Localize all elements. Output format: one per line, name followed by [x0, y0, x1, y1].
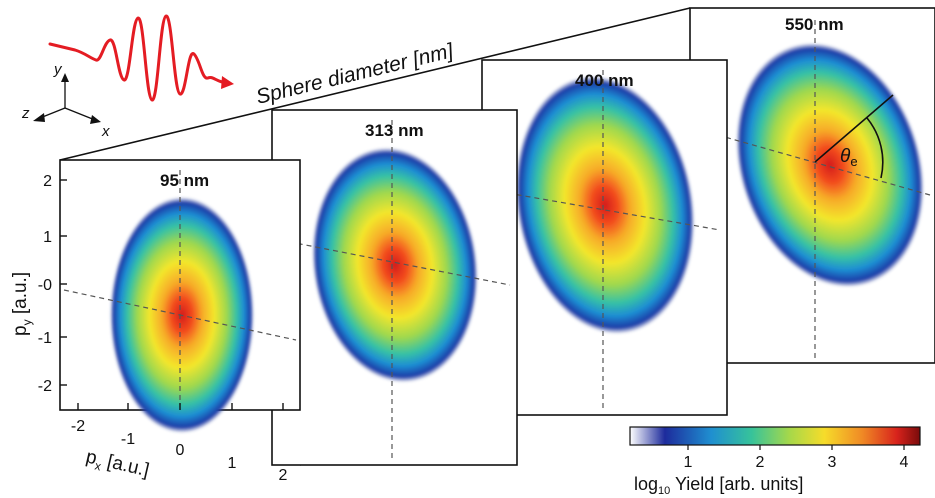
panel-313nm: [271, 109, 518, 466]
colorbar-gradient: [629, 426, 921, 446]
panel-label-95nm: 95 nm: [160, 171, 209, 190]
coord-label-x: x: [101, 123, 110, 140]
colorbar-label-prefix: log: [634, 474, 658, 494]
momentum-distribution-550: [736, 42, 924, 288]
y-tick-label: -0: [38, 277, 52, 294]
x-tick-label: -1: [121, 431, 135, 448]
colorbar-label-rest: Yield [arb. units]: [670, 474, 803, 494]
momentum-distribution-313: [312, 147, 478, 383]
panel-label-550nm: 550 nm: [785, 15, 844, 34]
colorbar-label-sub: 10: [658, 485, 670, 497]
colorbar-tick-label: 4: [900, 454, 909, 471]
y-axis-label-sub: y: [20, 319, 34, 325]
x-axis-tick-labels: -2 -1 0 1 2: [71, 418, 288, 484]
colorbar-tick-label: 3: [828, 454, 837, 471]
emission-angle-label: θe: [840, 146, 858, 169]
coord-label-y: y: [53, 61, 63, 78]
y-axis-label-main: p: [10, 325, 31, 336]
coordinate-axes-icon: [33, 73, 101, 124]
laser-pulse-waveform: [48, 14, 224, 102]
x-axis-label-unit: [a.u.]: [100, 450, 151, 481]
x-axis-ticks: [77, 403, 284, 410]
colorbar-tick-label: 1: [684, 454, 693, 471]
panel-label-313nm: 313 nm: [365, 121, 424, 140]
laser-pulse-arrowhead: [221, 76, 234, 89]
x-tick-label: -2: [71, 418, 85, 435]
x-tick-label: 0: [176, 442, 185, 459]
emission-angle-symbol: θ: [840, 146, 851, 167]
coord-label-z: z: [21, 105, 30, 122]
x-axis-label-sub: x: [94, 459, 103, 474]
y-axis-tick-labels: 2 1 -0 -1 -2: [38, 173, 52, 395]
panel-400nm: [481, 59, 728, 416]
laser-pulse-icon: [48, 14, 234, 102]
colorbar-label: log10 Yield [arb. units]: [634, 474, 803, 497]
colorbar-tick-labels: 1 2 3 4: [684, 454, 909, 471]
y-axis-label-unit: [a.u.]: [10, 272, 31, 320]
sphere-diameter-axis-title: Sphere diameter [nm]: [254, 39, 457, 109]
y-axis-label: py [a.u.]: [10, 272, 34, 336]
x-axis-label: px [a.u.]: [83, 446, 151, 484]
angle-indicator: [814, 94, 894, 179]
x-tick-label: 2: [279, 467, 288, 484]
y-tick-label: 1: [43, 229, 52, 246]
colorbar-tick-label: 2: [756, 454, 765, 471]
x-axis-label-main: p: [84, 446, 99, 469]
panel-label-400nm: 400 nm: [575, 71, 634, 90]
colorbar: 1 2 3 4 log10 Yield [arb. units]: [629, 426, 921, 497]
colorbar-ticks: [687, 445, 905, 450]
y-tick-label: -1: [38, 330, 52, 347]
panel-95nm: [59, 159, 301, 433]
momentum-distribution-400: [515, 76, 695, 334]
emission-angle-sub: e: [850, 154, 857, 169]
y-tick-label: -2: [38, 378, 52, 395]
y-axis-ticks: [60, 179, 67, 386]
y-tick-label: 2: [43, 173, 52, 190]
x-tick-label: 1: [228, 455, 237, 472]
